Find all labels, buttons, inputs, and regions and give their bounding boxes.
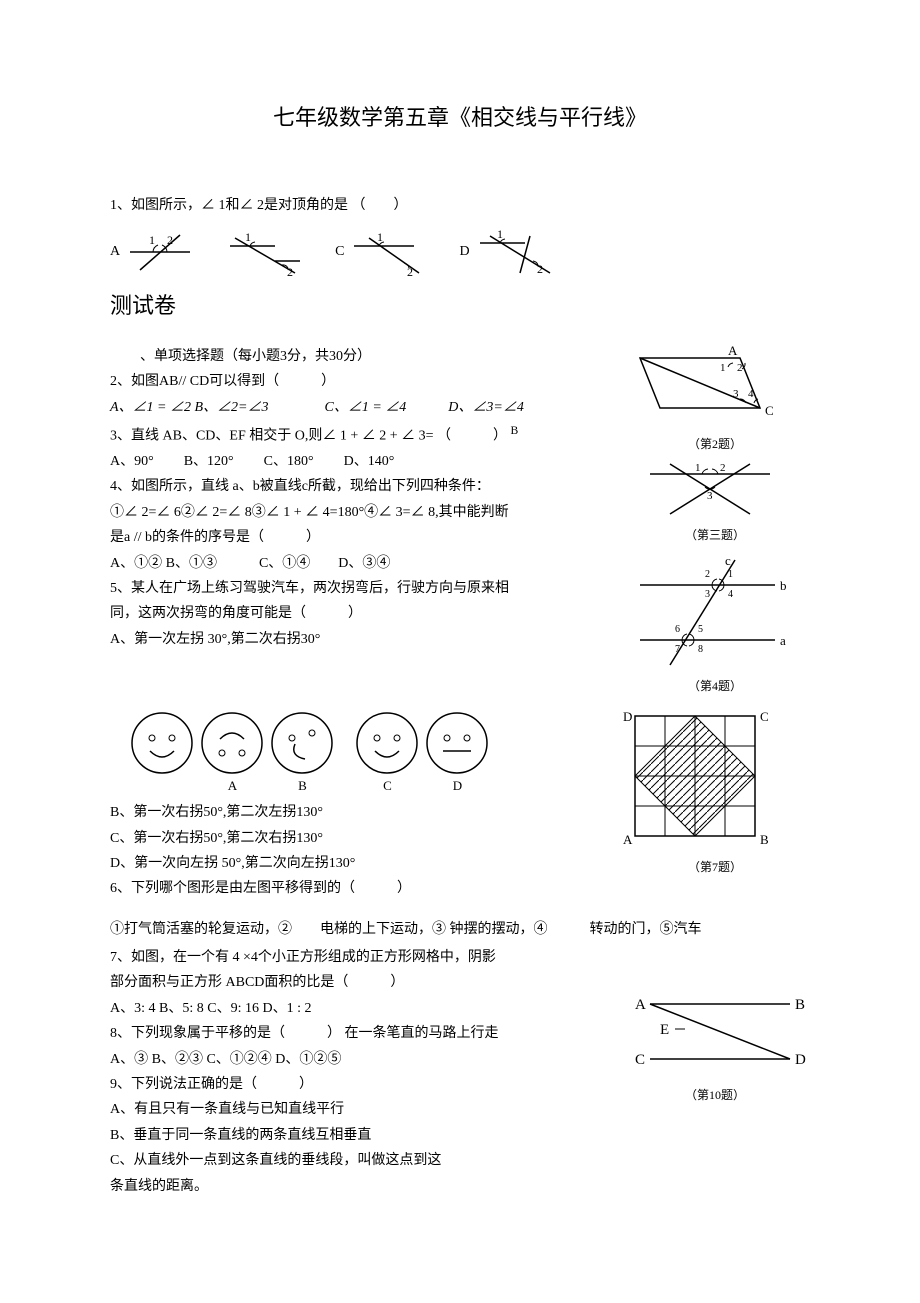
svg-text:5: 5 [698, 624, 703, 635]
q1-optD-label: D [459, 241, 469, 263]
fig4-caption: （第4题） [620, 677, 810, 696]
q1-optA-figure: 1 2 [125, 230, 195, 275]
svg-text:2: 2 [720, 462, 726, 474]
fig7-caption: （第7题） [620, 858, 810, 877]
svg-text:1: 1 [728, 569, 733, 580]
svg-text:a: a [780, 633, 786, 648]
q9-optB: B、垂直于同一条直线的两条直线互相垂直 [110, 1125, 610, 1147]
fig3-diagram: 1 2 3 [620, 459, 790, 524]
q7-line: ①打气筒活塞的轮复运动，② 电梯的上下运动，③ 钟摆的摆动，④ 转动的门，⑤汽车 [110, 919, 810, 941]
svg-text:3: 3 [705, 589, 710, 600]
svg-text:E: E [660, 1022, 669, 1038]
face-original [130, 711, 195, 776]
q1-optA-label: A [110, 241, 120, 263]
svg-text:2: 2 [287, 265, 293, 278]
svg-text:1: 1 [695, 462, 701, 474]
svg-text:C: C [765, 403, 774, 418]
svg-text:1: 1 [149, 233, 155, 247]
q3-text: 3、直线 AB、CD、EF 相交于 O,则∠ 1 + ∠ 2 + ∠ 3= （ … [110, 422, 610, 448]
svg-text:A: A [623, 832, 633, 847]
q1-options: A 1 2 1 2 C 1 2 D [110, 228, 810, 278]
q6-text: 6、下列哪个图形是由左图平移得到的（ ） [110, 878, 610, 900]
svg-text:1: 1 [720, 362, 726, 374]
fig7-diagram: D C A B [620, 706, 770, 856]
q1-optC-label: C [335, 241, 344, 263]
q2-opts: A、∠1 = ∠2 B、∠2=∠3 C、∠1 = ∠4 D、∠3=∠4 [110, 397, 610, 419]
q4-text: 4、如图所示，直线 a、b被直线c所截，现给出下列四种条件： [110, 476, 610, 498]
q9-text: 9、下列说法正确的是（ ） [110, 1074, 610, 1096]
svg-text:3: 3 [733, 388, 739, 400]
q1-optD-figure: 1 2 [475, 228, 555, 278]
q9-optC: C、从直线外一点到这条直线的垂线段，叫做这点到这 [110, 1150, 610, 1172]
svg-text:B: B [795, 997, 805, 1013]
q1-optC-figure: 1 2 [349, 228, 429, 278]
q7-opts: A、3: 4 B、5: 8 C、9: 16 D、1 : 2 [110, 998, 610, 1020]
fig10-caption: （第10题） [620, 1086, 810, 1105]
q1-optB-figure: 1 2 [225, 228, 305, 278]
svg-text:b: b [780, 578, 787, 593]
q5-line2: 同，这两次拐弯的角度可能是（ ） [110, 603, 610, 625]
svg-text:c: c [725, 555, 731, 568]
svg-text:2: 2 [537, 262, 543, 276]
svg-text:A: A [728, 343, 738, 358]
q4-opts: A、①② B、①③ C、①④ D、③④ [110, 553, 610, 575]
svg-text:D: D [795, 1052, 806, 1068]
svg-text:D: D [623, 709, 632, 724]
face-A [200, 711, 265, 776]
page-title: 七年级数学第五章《相交线与平行线》 [110, 100, 810, 135]
svg-text:2: 2 [705, 569, 710, 580]
q7-text: 7、如图，在一个有 4 ×4个小正方形组成的正方形网格中，阴影 [110, 947, 610, 969]
svg-text:6: 6 [675, 624, 680, 635]
svg-text:2: 2 [407, 265, 413, 278]
face-D [425, 711, 490, 776]
q5-text: 5、某人在广场上练习驾驶汽车，两次拐弯后，行驶方向与原来相 [110, 578, 610, 600]
fig4-diagram: b a c 2 1 3 4 6 5 7 8 [620, 555, 800, 675]
q5-optD: D、第一次向左拐 50°,第二次向左拐130° [110, 853, 610, 875]
fig10-diagram: A B C D E [620, 984, 810, 1084]
q8-opts: A、③ B、②③ C、①②④ D、①②⑤ [110, 1049, 610, 1071]
q9-optA: A、有且只有一条直线与已知直线平行 [110, 1099, 610, 1121]
q6-faces: A B C [130, 711, 610, 797]
svg-text:A: A [635, 997, 646, 1013]
svg-text:1: 1 [497, 228, 503, 241]
q2-text: 2、如图AB// CD可以得到（ ） [110, 371, 610, 393]
svg-text:B: B [760, 832, 769, 847]
q7-line2: 部分面积与正方形 ABCD面积的比是（ ） [110, 972, 610, 994]
q5-optA: A、第一次左拐 30°,第二次右拐30° [110, 629, 610, 651]
svg-text:1: 1 [245, 230, 251, 244]
svg-text:2: 2 [737, 362, 743, 374]
q1-text: 1、如图所示，∠ 1和∠ 2是对顶角的是 （ ） [110, 195, 810, 217]
svg-text:4: 4 [748, 388, 754, 400]
svg-text:7: 7 [675, 644, 680, 655]
svg-text:C: C [760, 709, 769, 724]
svg-text:1: 1 [377, 230, 383, 244]
q4-line3: 是a // b的条件的序号是（ ） [110, 527, 610, 549]
svg-text:C: C [635, 1052, 645, 1068]
q8-text: 8、下列现象属于平移的是（ ） 在一条笔直的马路上行走 [110, 1023, 610, 1045]
section1-heading: 、单项选择题（每小题3分，共30分） [140, 346, 610, 368]
fig3-caption: （第三题） [620, 526, 810, 545]
svg-text:4: 4 [728, 589, 733, 600]
q4-line2: ①∠ 2=∠ 6②∠ 2=∠ 8③∠ 1 + ∠ 4=180°④∠ 3=∠ 8,… [110, 502, 610, 524]
svg-text:2: 2 [167, 233, 173, 247]
subtitle: 测试卷 [110, 288, 810, 323]
face-C [355, 711, 420, 776]
fig2-caption: （第2题） [620, 435, 810, 454]
svg-text:8: 8 [698, 644, 703, 655]
q3-opts: A、90°B、120°C、180°D、140° [110, 451, 610, 473]
q5-optC: C、第一次右拐50°,第二次右拐130° [110, 828, 610, 850]
svg-text:3: 3 [707, 490, 713, 502]
fig2-diagram: A C 1 2 3 4 [620, 343, 790, 433]
q5-optB: B、第一次右拐50°,第二次左拐130° [110, 802, 610, 824]
face-B [270, 711, 335, 776]
q9-optC2: 条直线的距离。 [110, 1176, 610, 1198]
